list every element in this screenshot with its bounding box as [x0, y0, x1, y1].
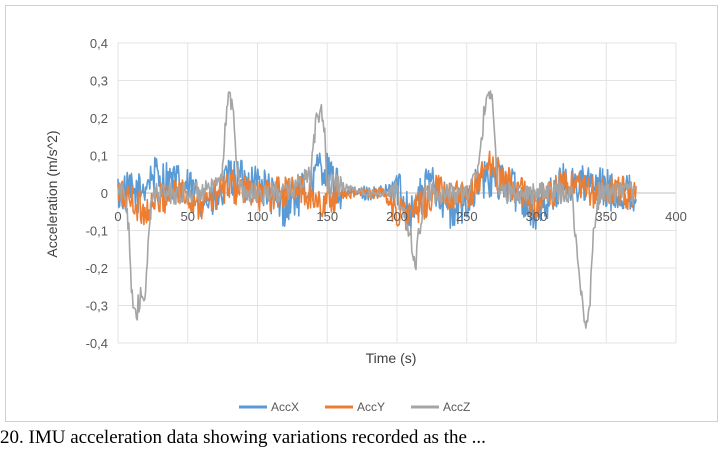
- x-tick-label: 50: [181, 209, 195, 224]
- legend-item-accy: AccY: [325, 400, 385, 414]
- series-lines: [117, 90, 637, 329]
- acceleration-line-chart: 0,4 0,3 0,2 0,1 0 -0,1 -0,2 -0,3 -0,4 0 50 100 150 2…: [44, 36, 687, 414]
- y-tick-label: 0,4: [90, 36, 108, 51]
- x-tick-label: 300: [526, 209, 548, 224]
- x-tick-label: 150: [316, 209, 338, 224]
- x-tick-label: 350: [595, 209, 617, 224]
- y-tick-label: -0,4: [86, 336, 108, 351]
- legend-item-accz: AccZ: [411, 400, 470, 414]
- y-tick-label: -0,2: [86, 261, 108, 276]
- x-tick-labels: 0 50 100 150 200 250 300 350 400: [114, 209, 686, 224]
- y-tick-label: 0: [101, 186, 108, 201]
- legend-label: AccZ: [443, 400, 470, 414]
- series-line-accz: [117, 90, 637, 329]
- figure-caption: 20. IMU acceleration data showing variat…: [0, 427, 486, 448]
- y-axis-title: Acceleration (m/s^2): [44, 130, 60, 257]
- x-tick-label: 400: [665, 209, 687, 224]
- y-tick-label: 0,2: [90, 111, 108, 126]
- y-tick-label: -0,3: [86, 299, 108, 314]
- x-tick-label: 0: [114, 209, 121, 224]
- y-tick-label: -0,1: [86, 224, 108, 239]
- x-tick-label: 100: [247, 209, 269, 224]
- y-tick-label: 0,3: [90, 74, 108, 89]
- legend-label: AccX: [271, 400, 299, 414]
- y-tick-label: 0,1: [90, 149, 108, 164]
- y-tick-labels: 0,4 0,3 0,2 0,1 0 -0,1 -0,2 -0,3 -0,4: [86, 36, 108, 351]
- legend: AccX AccY AccZ: [239, 400, 470, 414]
- chart-frame: 0,4 0,3 0,2 0,1 0 -0,1 -0,2 -0,3 -0,4 0 50 100 150 2…: [5, 5, 718, 422]
- legend-label: AccY: [357, 400, 385, 414]
- x-tick-label: 250: [456, 209, 478, 224]
- legend-item-accx: AccX: [239, 400, 299, 414]
- x-tick-label: 200: [386, 209, 408, 224]
- x-axis-title: Time (s): [366, 350, 417, 366]
